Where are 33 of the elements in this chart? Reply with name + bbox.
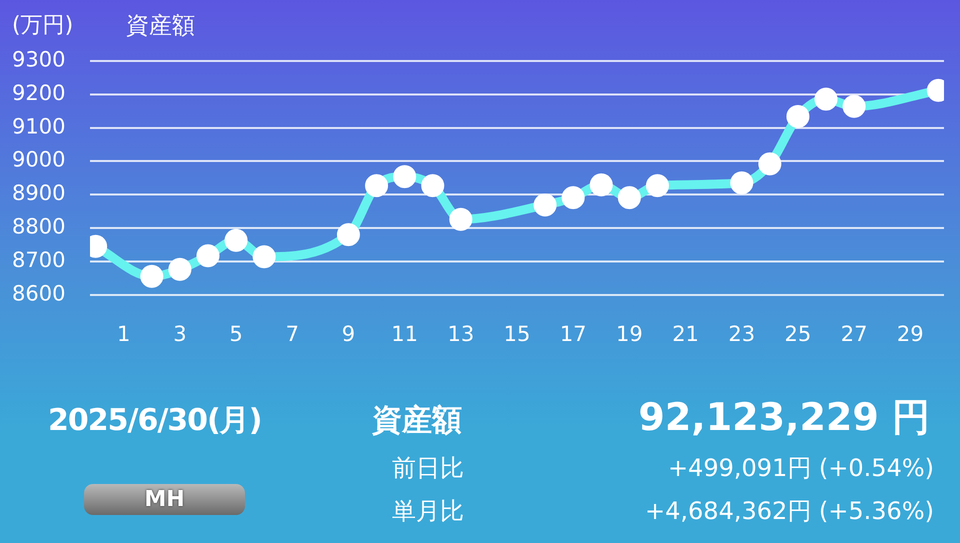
- toggle-button: MH: [84, 484, 245, 515]
- y-tick-label: 9000: [12, 148, 66, 172]
- x-tick-label: 13: [447, 322, 474, 346]
- x-tick-label: 15: [504, 322, 530, 346]
- x-tick-label: 9: [342, 322, 356, 346]
- y-tick-label: 8900: [12, 181, 66, 206]
- x-tick-label: 1: [117, 322, 130, 346]
- x-tick-label: 19: [616, 322, 643, 346]
- text: 92,123,229 円: [638, 394, 930, 441]
- text: +499,091円 (+0.54%): [668, 453, 934, 484]
- y-tick-label: 9300: [12, 47, 66, 72]
- text: 資産額: [372, 402, 462, 440]
- text: 前日比: [392, 453, 464, 484]
- x-tick-label: 25: [784, 322, 812, 346]
- text: 2025/6/30(月): [48, 402, 262, 440]
- chart-title: 資産額: [126, 12, 195, 41]
- x-tick-label: 5: [229, 322, 243, 346]
- y-tick-label: 8700: [12, 248, 66, 272]
- y-axis-title: (万円): [12, 12, 74, 40]
- x-tick-label: 17: [560, 322, 587, 346]
- text: +4,684,362円 (+5.36%): [645, 496, 934, 527]
- x-tick-label: 21: [672, 322, 699, 346]
- y-tick-label: 8800: [12, 214, 66, 238]
- y-tick-label: 9200: [12, 80, 66, 105]
- y-tick-label: 8600: [12, 281, 66, 306]
- text: 単月比: [392, 496, 464, 527]
- x-tick-label: 11: [391, 322, 418, 346]
- x-tick-label: 3: [173, 322, 187, 346]
- x-tick-label: 23: [728, 322, 756, 346]
- x-tick-label: 27: [840, 322, 868, 346]
- x-tick-label: 7: [286, 322, 299, 346]
- y-tick-label: 9100: [12, 114, 66, 138]
- x-tick-label: 29: [896, 322, 924, 346]
